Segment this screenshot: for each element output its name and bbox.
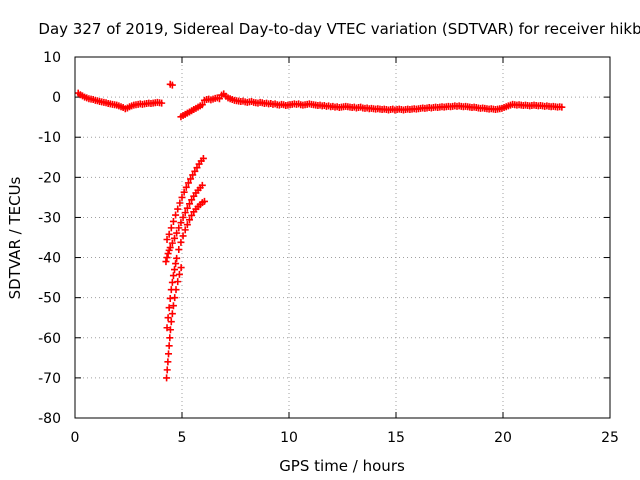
plot-frame (74, 56, 611, 419)
y-tick-label: 0 (52, 90, 61, 106)
data-point-marker (163, 254, 171, 262)
y-tick-label: -10 (38, 130, 61, 146)
data-point-marker (184, 179, 192, 187)
y-tick-label: -70 (38, 371, 61, 387)
data-point-marker (177, 264, 185, 272)
data-point-marker (188, 196, 196, 204)
y-tick-label: -80 (38, 411, 61, 427)
data-point-marker (558, 103, 566, 111)
chart-title: Day 327 of 2019, Sidereal Day-to-day VTE… (38, 20, 640, 38)
data-point-marker (183, 204, 191, 212)
data-point-marker (171, 294, 179, 302)
data-point-marker (175, 246, 183, 254)
y-tick-label: -30 (38, 210, 61, 226)
data-point-marker (198, 101, 206, 109)
data-point-marker (179, 232, 187, 240)
x-tick-label: 25 (601, 430, 619, 446)
data-point-marker (162, 258, 170, 266)
data-point-marker (168, 81, 176, 89)
x-tick-label: 0 (71, 430, 80, 446)
data-point-marker (164, 358, 172, 366)
data-point-marker (173, 229, 181, 237)
data-point-marker (166, 334, 174, 342)
x-tick-label: 10 (280, 430, 298, 446)
y-tick-label: -60 (38, 331, 61, 347)
data-point-marker (177, 238, 185, 246)
grid-lines (75, 57, 610, 418)
data-point-marker (167, 224, 175, 232)
y-axis-label: SDTVAR / TECUs (6, 176, 24, 299)
data-point-marker (180, 188, 188, 196)
y-tick-label: -20 (38, 170, 61, 186)
data-point-marker (165, 350, 173, 358)
data-point-marker (193, 164, 201, 172)
data-point-marker (188, 211, 196, 219)
data-point-marker (163, 236, 171, 244)
data-point-marker (173, 254, 181, 262)
data-point-marker (165, 342, 173, 350)
data-point-marker (166, 294, 174, 302)
data-point-marker (185, 216, 193, 224)
data-point-marker (168, 310, 176, 318)
data-point-marker (168, 239, 176, 247)
data-point-marker (174, 205, 182, 213)
data-point-marker (174, 278, 182, 286)
data-point-marker (168, 278, 176, 286)
data-point-marker (191, 167, 199, 175)
data-point-marker (178, 193, 186, 201)
data-point-marker (166, 244, 174, 252)
data-point-marker (189, 171, 197, 179)
data-point-marker (183, 221, 191, 229)
data-point-marker (200, 197, 208, 205)
x-tick-label: 20 (494, 430, 512, 446)
data-point-marker (165, 230, 173, 238)
data-point-marker (164, 250, 172, 258)
data-point-marker (167, 318, 175, 326)
data-point-marker (169, 272, 177, 280)
y-tick-label: -50 (38, 291, 61, 307)
data-point-marker (175, 224, 183, 232)
data-point-marker (181, 209, 189, 217)
data-point-marker (181, 226, 189, 234)
x-axis-label: GPS time / hours (279, 457, 405, 475)
data-points (74, 80, 566, 382)
data-point-marker (164, 314, 172, 322)
data-point-marker (158, 99, 166, 107)
x-tick-label: 15 (387, 430, 405, 446)
data-point-marker (215, 95, 223, 103)
data-point-marker (171, 266, 179, 274)
data-point-marker (187, 175, 195, 183)
data-point-marker (169, 302, 177, 310)
data-point-marker (176, 199, 184, 207)
data-point-marker (163, 374, 171, 382)
x-tick-label: 5 (178, 430, 187, 446)
data-point-marker (166, 326, 174, 334)
data-point-marker (172, 211, 180, 219)
data-point-marker (199, 154, 207, 162)
data-point-marker (163, 366, 171, 374)
data-point-marker (198, 181, 206, 189)
y-tick-label: -40 (38, 251, 61, 267)
data-point-marker (165, 304, 173, 312)
axis-ticks: 0 5 10 15 20 25 10 0 -10 -20 -30 -40 -50 -60 -70 -80 (38, 50, 619, 446)
data-point-marker (172, 260, 180, 268)
data-point-marker (177, 219, 185, 227)
data-point-marker (175, 270, 183, 278)
data-point-marker (171, 234, 179, 242)
data-point-marker (185, 200, 193, 208)
data-point-marker (172, 286, 180, 294)
data-point-marker (179, 213, 187, 221)
data-point-marker (182, 183, 190, 191)
data-point-marker (169, 217, 177, 225)
y-tick-label: 10 (43, 50, 61, 66)
